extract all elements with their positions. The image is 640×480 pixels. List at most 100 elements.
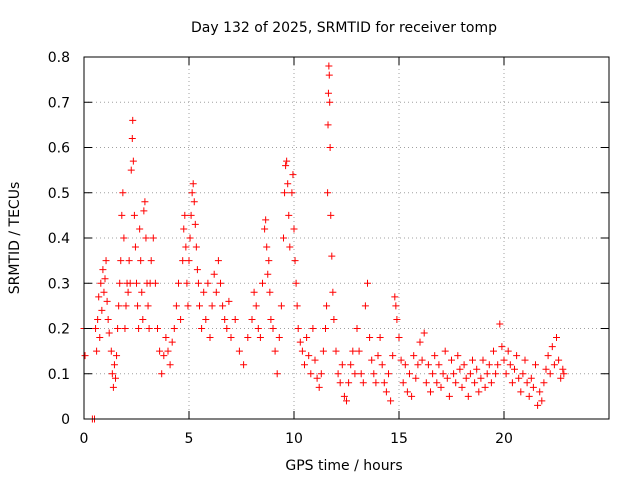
data-point	[170, 325, 178, 332]
data-point	[481, 383, 489, 391]
data-point	[100, 288, 108, 296]
data-point	[202, 315, 210, 323]
data-point	[108, 370, 116, 378]
data-point	[235, 347, 243, 355]
data-point	[190, 198, 198, 206]
data-point	[179, 257, 187, 265]
data-point	[192, 243, 200, 251]
data-point	[263, 243, 271, 251]
data-point	[204, 279, 212, 287]
data-point	[101, 275, 109, 283]
data-point	[473, 365, 481, 373]
x-tick-label: 5	[185, 431, 194, 447]
data-point	[542, 365, 550, 373]
data-point	[168, 338, 176, 346]
data-point	[129, 116, 137, 124]
data-point	[196, 302, 203, 310]
data-point	[95, 293, 103, 301]
y-tick-label: 0.4	[48, 231, 70, 247]
data-point	[97, 279, 105, 287]
data-point	[124, 288, 132, 296]
data-point	[189, 180, 197, 188]
data-point	[134, 302, 142, 310]
y-tick-label: 0.3	[48, 276, 70, 292]
data-point	[117, 257, 125, 265]
data-point	[315, 383, 323, 391]
data-point	[454, 352, 462, 360]
y-tick-label: 0.7	[48, 95, 70, 111]
data-point	[210, 270, 218, 278]
data-point	[252, 302, 260, 310]
data-point	[464, 392, 472, 400]
data-point	[437, 383, 445, 391]
data-point	[418, 356, 426, 364]
data-point	[129, 157, 137, 165]
data-point	[368, 356, 376, 364]
data-point	[334, 370, 342, 378]
data-point	[450, 370, 458, 378]
data-point	[324, 189, 332, 197]
y-tick-label: 0.8	[48, 50, 70, 66]
data-point	[273, 370, 281, 378]
data-point	[361, 302, 369, 310]
data-point	[387, 397, 395, 405]
data-point	[116, 279, 124, 287]
data-point	[374, 352, 382, 360]
data-point	[546, 370, 554, 378]
data-point	[364, 279, 371, 287]
data-point	[307, 370, 315, 378]
data-point	[135, 325, 143, 332]
data-point	[366, 334, 374, 342]
data-point	[103, 297, 111, 305]
data-point	[483, 370, 491, 378]
data-point	[294, 325, 302, 332]
data-point	[115, 302, 123, 310]
data-point	[469, 356, 476, 364]
data-point	[490, 347, 497, 355]
data-point	[513, 352, 521, 360]
data-point	[395, 334, 403, 342]
data-point	[523, 379, 531, 387]
data-point	[183, 279, 191, 287]
data-point	[536, 388, 544, 396]
data-point	[487, 379, 495, 387]
data-point	[193, 266, 201, 274]
data-point	[94, 315, 102, 323]
data-point	[156, 347, 164, 355]
data-point	[475, 388, 483, 396]
data-point	[410, 352, 418, 360]
data-point	[221, 315, 229, 323]
data-point	[256, 334, 264, 342]
data-point	[208, 302, 216, 310]
data-point	[323, 302, 331, 310]
x-tick-label: 0	[80, 431, 89, 447]
y-tick-label: 0	[61, 412, 70, 428]
data-point	[227, 334, 235, 342]
y-tick-label: 0.6	[48, 141, 70, 157]
data-point	[326, 98, 334, 106]
data-point	[322, 325, 329, 332]
data-point	[525, 392, 533, 400]
data-point	[136, 225, 144, 233]
data-point	[389, 352, 397, 360]
data-point	[560, 370, 568, 378]
data-point	[186, 234, 194, 242]
data-point	[345, 379, 353, 387]
data-point	[105, 329, 113, 337]
data-point	[317, 370, 325, 378]
data-point	[311, 356, 319, 364]
data-point	[162, 334, 170, 342]
data-points	[80, 62, 568, 423]
data-point	[515, 374, 523, 382]
data-point	[324, 89, 332, 97]
data-point	[347, 361, 355, 369]
y-axis-label: SRMTID / TECUs	[7, 182, 23, 295]
data-point	[126, 279, 134, 287]
data-point	[280, 234, 287, 242]
data-point	[147, 257, 155, 265]
data-point	[293, 302, 301, 310]
data-point	[378, 361, 386, 369]
data-point	[420, 329, 428, 337]
data-point	[137, 257, 145, 265]
